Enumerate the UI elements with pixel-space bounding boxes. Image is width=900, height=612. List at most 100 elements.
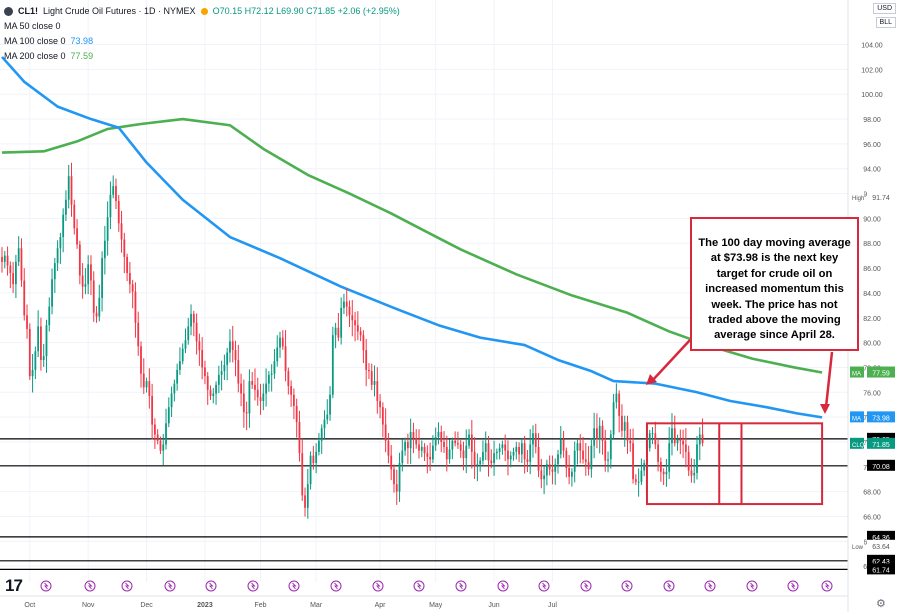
price-tick-label: 100.00	[861, 92, 883, 99]
candle-body	[512, 451, 515, 456]
bolt-icon	[168, 582, 173, 590]
candle-body	[365, 350, 368, 370]
candle-body	[198, 341, 201, 351]
candle-body	[154, 424, 156, 435]
price-tag-name: Low	[852, 545, 864, 551]
ma200-row[interactable]: MA 200 close 0 77.59	[4, 49, 400, 64]
candle-body	[273, 361, 276, 374]
candle-body	[470, 434, 473, 452]
candle-body	[62, 214, 65, 238]
gear-icon[interactable]: ⚙	[876, 598, 886, 610]
candle-body	[501, 444, 504, 449]
candle-body	[534, 433, 537, 447]
candle-body	[34, 351, 37, 370]
candle-body	[668, 443, 671, 472]
bolt-icon	[750, 582, 755, 590]
candle-body	[145, 381, 148, 388]
bolt-icon	[334, 582, 339, 590]
candle-body	[120, 223, 123, 240]
candle-body	[532, 433, 534, 445]
currency-selector[interactable]: USD	[873, 3, 896, 14]
price-tick-label: 68.00	[863, 490, 881, 497]
candle-body	[632, 443, 634, 480]
price-tag	[867, 190, 895, 202]
candle-body	[48, 306, 51, 326]
candle-body	[626, 422, 629, 441]
candle-body	[462, 450, 465, 459]
candle-body	[523, 443, 526, 460]
candle-body	[643, 463, 646, 471]
ma100-row[interactable]: MA 100 close 0 73.98	[4, 34, 400, 49]
candle-body	[234, 350, 237, 360]
candle-body	[451, 440, 454, 450]
tradingview-logo[interactable]: 17	[5, 576, 23, 595]
candle-body	[518, 446, 520, 455]
candle-body	[262, 393, 265, 401]
bolt-icon	[292, 582, 297, 590]
candle-body	[498, 448, 501, 452]
price-tick-label: 84.00	[863, 291, 881, 298]
candle-body	[406, 441, 409, 449]
candle-body	[162, 444, 165, 451]
candle-body	[42, 356, 45, 360]
time-axis[interactable]: Oct Nov Dec 2023 Feb Mar Apr May Jun Jul	[0, 595, 848, 609]
candle-body	[26, 315, 28, 329]
time-tick-label: 2023	[197, 602, 213, 609]
candle-body	[398, 463, 401, 492]
candle-body	[415, 438, 418, 445]
candle-body	[76, 228, 78, 245]
candle-body	[440, 432, 443, 442]
candle-body	[184, 340, 187, 349]
price-tag	[867, 366, 895, 378]
candle-body	[245, 412, 248, 414]
candle-body	[370, 371, 373, 385]
candle-body	[459, 444, 462, 451]
candle-body	[376, 381, 379, 401]
symbol-title[interactable]: Light Crude Oil Futures · 1D · NYMEX	[43, 6, 196, 16]
price-tag	[867, 411, 895, 423]
price-tick-label: 96.00	[863, 142, 881, 149]
candle-body	[320, 428, 323, 441]
candle-body	[682, 440, 684, 445]
candle-body	[229, 341, 231, 353]
candle-body	[615, 393, 618, 403]
candle-body	[304, 495, 306, 508]
level-tag-label: 61.74	[872, 567, 890, 574]
candle-body	[434, 436, 437, 446]
candle-body	[92, 280, 95, 313]
symbol-row[interactable]: CL1! Light Crude Oil Futures · 1D · NYME…	[4, 4, 400, 19]
price-tick-label: 98.00	[863, 117, 881, 124]
price-tick-label: 80.00	[863, 341, 881, 348]
candle-body	[445, 446, 448, 460]
unit-selector[interactable]: BLL	[875, 17, 896, 28]
candle-body	[418, 444, 420, 451]
candle-body	[87, 264, 90, 285]
bolt-icon	[501, 582, 506, 590]
time-tick-label: Nov	[82, 602, 95, 609]
price-axis[interactable]: 62.0064.0066.0068.0070.0072.0074.0076.00…	[847, 0, 895, 612]
candle-body	[187, 326, 190, 341]
candle-body	[59, 237, 62, 249]
candle-body	[665, 471, 668, 475]
candle-body	[368, 369, 370, 372]
candle-body	[90, 264, 92, 281]
candle-body	[142, 373, 145, 388]
candle-body	[559, 439, 562, 455]
symbol-ticker[interactable]: CL1!	[18, 6, 38, 16]
candle-body	[170, 393, 173, 408]
price-tick-label: 76.00	[863, 390, 881, 397]
event-markers[interactable]	[40, 580, 833, 592]
ma100-value: 73.98	[70, 36, 94, 46]
candle-body	[267, 374, 270, 384]
candle-body	[495, 451, 498, 454]
candle-body	[295, 405, 298, 423]
candle-body	[598, 425, 601, 440]
candle-body	[28, 328, 31, 377]
candle-body	[634, 479, 637, 482]
chart-legend: CL1! Light Crude Oil Futures · 1D · NYME…	[4, 4, 400, 64]
candle-body	[126, 256, 128, 274]
candle-body	[301, 453, 304, 496]
candle-body	[53, 263, 56, 280]
candle-body	[543, 475, 545, 480]
ma50-row[interactable]: MA 50 close 0	[4, 19, 400, 34]
